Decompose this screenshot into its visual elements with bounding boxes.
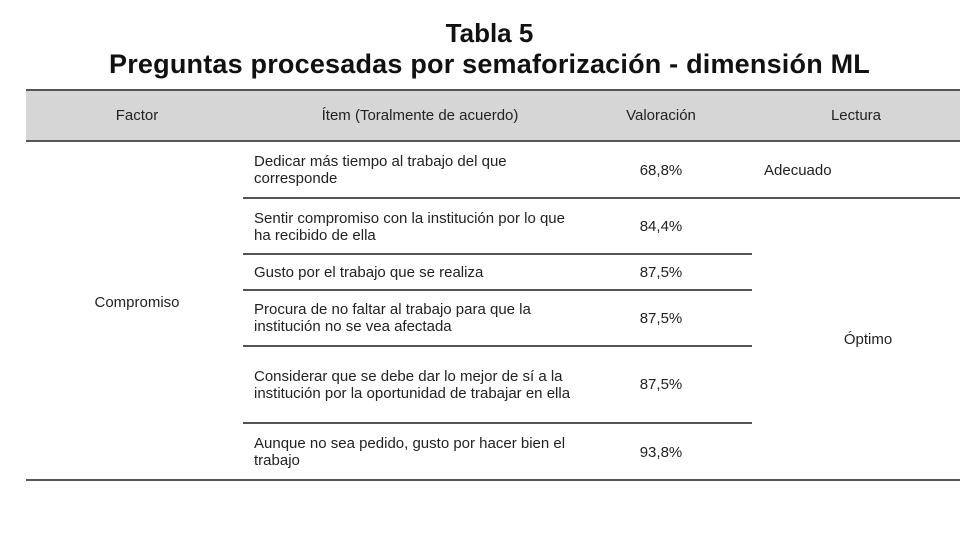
row-valoracion: 84,4%: [639, 218, 683, 235]
row-divider: [243, 253, 752, 255]
row-item: Gusto por el trabajo que se realiza: [254, 263, 484, 281]
row-item: Dedicar más tiempo al trabajo del que co…: [254, 153, 507, 187]
row-valoracion: 87,5%: [639, 376, 683, 393]
row-valoracion: 87,5%: [639, 263, 683, 281]
row-valoracion: 93,8%: [639, 443, 683, 461]
row-item: Aunque no sea pedido, gusto por hacer bi…: [254, 435, 566, 469]
lectura-optimo: Óptimo: [843, 331, 893, 348]
table-label: Tabla 5: [445, 18, 534, 48]
factor-cell: Compromiso: [94, 293, 180, 311]
row-divider: [243, 289, 752, 291]
lectura-adecuado: Adecuado: [764, 161, 832, 179]
table-title: Tabla 5 Preguntas procesadas por semafor…: [0, 18, 979, 80]
row-item: Sentir compromiso con la institución por…: [254, 209, 565, 244]
row-item: Procura de no faltar al trabajo para que…: [254, 301, 531, 335]
row-item: Considerar que se debe dar lo mejor de s…: [254, 367, 571, 402]
header-valoracion: Valoración: [626, 107, 696, 124]
row-divider: [243, 422, 752, 424]
table-bottom-rule: [26, 479, 960, 481]
row-valoracion: 68,8%: [639, 161, 683, 179]
row-divider: [243, 345, 752, 347]
table-caption: Preguntas procesadas por semaforización …: [109, 49, 870, 79]
header-factor: Factor: [115, 107, 159, 124]
row-divider: [243, 197, 960, 199]
row-valoracion: 87,5%: [639, 309, 683, 327]
header-lectura: Lectura: [830, 107, 882, 124]
header-item: Ítem (Toralmente de acuerdo): [321, 107, 519, 124]
table-header: Factor Ítem (Toralmente de acuerdo) Valo…: [26, 89, 960, 142]
